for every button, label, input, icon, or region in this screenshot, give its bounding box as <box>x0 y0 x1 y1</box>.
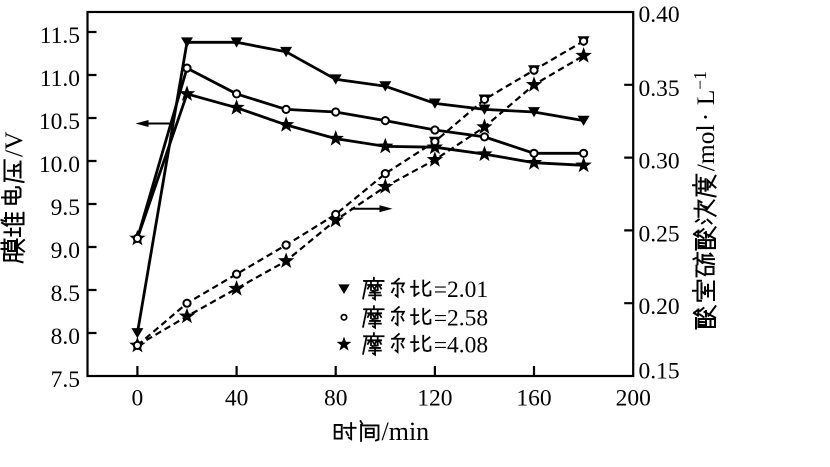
svg-text:200: 200 <box>616 386 651 412</box>
svg-text:/min: /min <box>382 417 430 446</box>
svg-text:10.0: 10.0 <box>39 152 80 178</box>
svg-text:11.0: 11.0 <box>40 66 80 92</box>
svg-text:8.5: 8.5 <box>51 281 80 307</box>
svg-text:9.5: 9.5 <box>51 195 80 221</box>
svg-text:0.15: 0.15 <box>639 359 680 385</box>
svg-text:80: 80 <box>324 386 348 412</box>
svg-text:/V: /V <box>0 131 28 157</box>
svg-text:L: L <box>691 90 720 106</box>
svg-text:=4.08: =4.08 <box>434 333 488 359</box>
svg-text:0.20: 0.20 <box>639 294 680 320</box>
svg-text:8.0: 8.0 <box>51 324 80 350</box>
svg-text:=2.01: =2.01 <box>434 277 488 303</box>
svg-text:120: 120 <box>417 386 452 412</box>
svg-text:40: 40 <box>225 386 249 412</box>
svg-text:/mol: /mol <box>691 124 720 171</box>
svg-text:7.5: 7.5 <box>51 367 80 393</box>
svg-text:9.0: 9.0 <box>51 238 80 264</box>
svg-text:0: 0 <box>132 386 144 412</box>
svg-text:−1: −1 <box>690 71 710 90</box>
svg-text:10.5: 10.5 <box>39 109 80 135</box>
svg-text:11.5: 11.5 <box>40 23 80 49</box>
svg-text:·: · <box>691 113 720 122</box>
svg-text:0.30: 0.30 <box>639 149 680 175</box>
svg-text:0.35: 0.35 <box>639 76 680 102</box>
svg-text:=2.58: =2.58 <box>434 306 488 332</box>
svg-text:0.25: 0.25 <box>639 221 680 247</box>
svg-text:0.40: 0.40 <box>639 2 680 28</box>
svg-text:160: 160 <box>516 386 551 412</box>
